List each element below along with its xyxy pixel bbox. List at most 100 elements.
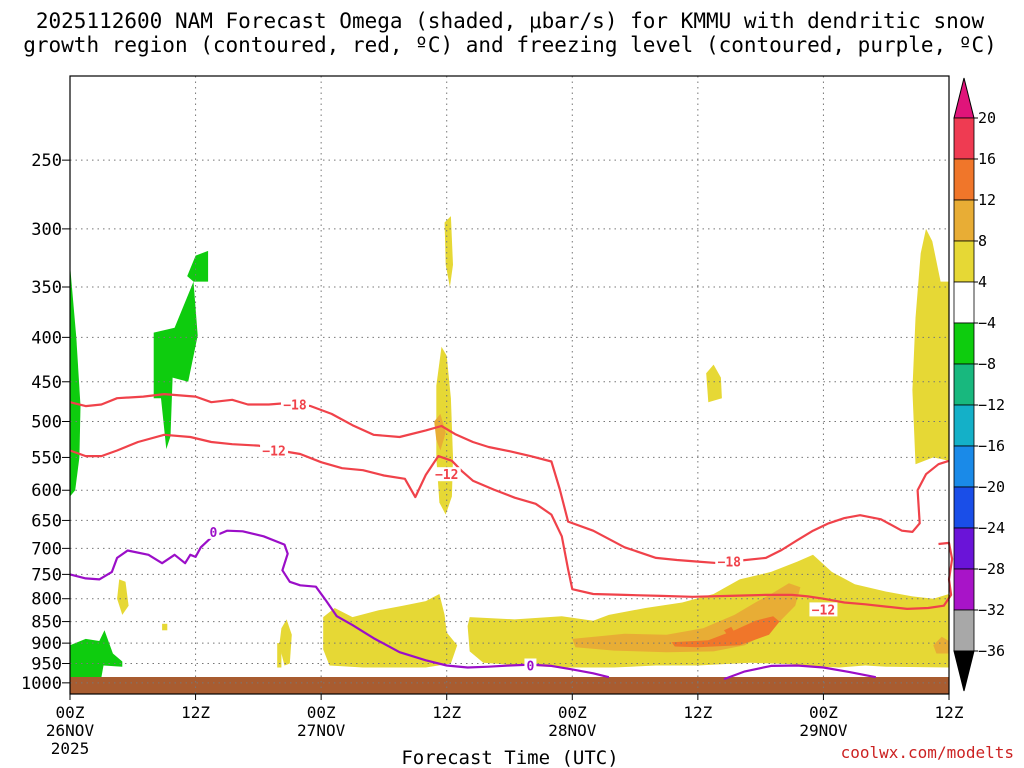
colorbar-bottom-arrow [953,650,975,692]
colorbar-label-12: −32 [978,601,1005,619]
colorbar-swatch-3 [953,240,975,283]
y-tick-label-350: 350 [31,278,62,298]
omega-yellow-top-12z27 [444,216,453,287]
grid-lines [70,76,949,694]
colorbar-swatch-11 [953,568,975,611]
colorbar-swatch-12 [953,609,975,652]
omega-yellow-mid-bubble [706,364,722,403]
y-tick-label-500: 500 [31,412,62,432]
colorbar-label-8: −16 [978,437,1005,455]
terrain-strip [70,677,949,694]
colorbar-label-7: −12 [978,396,1005,414]
x-tick-year-0: 2025 [51,739,90,758]
omega-green-mid-a [153,281,198,450]
contour-label-1: −12 [262,445,285,460]
colorbar-swatch-7 [953,404,975,447]
omega-orange-small [434,413,446,451]
y-tick-label-550: 550 [31,448,62,468]
y-tick-label-900: 900 [31,634,62,654]
y-tick-label-850: 850 [31,613,62,633]
omega-yellow-dot-a [162,623,168,631]
colorbar-swatch-9 [953,486,975,529]
colorbar-swatch-1 [953,158,975,201]
colorbar-swatch-4 [953,281,975,324]
contour-dgz-top [69,393,950,565]
x-tick-date-0: 26NOV [46,721,95,740]
y-tick-label-750: 750 [31,565,62,585]
contour-label-bg-0 [280,397,309,412]
contour-labels: −18 −12 −12 −18 −12 0 0 [207,397,838,674]
contour-label-4: −12 [812,603,835,618]
colorbar-label-9: −20 [978,478,1005,496]
x-tick-label-0: 00Z [56,703,85,722]
x-tick-date-2: 27NOV [297,721,346,740]
x-axis-label: Forecast Time (UTC) [401,747,618,768]
colorbar-label-5: −4 [978,314,996,332]
contour-label-bg-6 [524,658,537,673]
contour-label-6: 0 [527,659,535,674]
y-tick-label-1000: 1000 [21,674,62,694]
x-tick-date-4: 28NOV [548,721,597,740]
colorbar-label-4: 4 [978,273,987,291]
chart-title-line2: growth region (contoured, red, ºC) and f… [23,33,997,57]
y-tick-label-300: 300 [31,220,62,240]
colorbar-label-2: 12 [978,191,996,209]
y-tick-label-950: 950 [31,655,62,675]
contour-label-5: 0 [209,526,217,541]
colorbar: 20 16 12 8 4 −4 −8 −12 −16 −20 −24 −28 −32 −36 [953,77,1005,692]
contour-label-2: −12 [435,468,458,483]
y-tick-label-400: 400 [31,328,62,348]
x-tick-label-4: 00Z [558,703,587,722]
colorbar-label-0: 20 [978,109,996,127]
omega-yellow-right-column [912,228,949,465]
x-tick-label-3: 12Z [432,703,461,722]
omega-orange-dark-core [671,616,780,648]
omega-green-surface [70,630,123,678]
y-tick-label-650: 650 [31,511,62,531]
colorbar-label-10: −24 [978,519,1005,537]
omega-yellow-dot-b [277,643,282,668]
colorbar-label-6: −8 [978,355,996,373]
x-tick-label-1: 12Z [181,703,210,722]
x-tick-label-5: 12Z [683,703,712,722]
contour-label-bg-4 [809,602,838,617]
contour-freezing-level [69,529,610,679]
omega-yellow-main-lower [323,594,458,668]
chart-title-line1: 2025112600 NAM Forecast Omega (shaded, μ… [36,9,985,33]
contour-freezing-level-right [723,664,877,681]
y-tick-label-700: 700 [31,539,62,559]
contour-label-bg-1 [260,443,289,458]
plot-area: −18 −12 −12 −18 −12 0 0 [69,75,954,695]
colorbar-swatch-6 [953,363,975,406]
x-tick-label-2: 00Z [307,703,336,722]
colorbar-swatch-10 [953,527,975,570]
colorbar-label-13: −36 [978,642,1005,660]
omega-orange-right-dot [933,636,949,654]
omega-shading [70,216,949,678]
omega-green-early-low [70,264,81,497]
contour-label-bg-2 [432,467,461,482]
contour-lines [69,393,954,681]
plot-frame [69,75,950,695]
omega-yellow-streak-low [279,619,292,666]
y-tick-label-600: 600 [31,481,62,501]
contour-label-bg-3 [715,554,744,569]
colorbar-label-11: −28 [978,560,1005,578]
x-tick-date-6: 29NOV [799,721,848,740]
colorbar-swatch-5 [953,322,975,365]
omega-green-mid-b [187,250,209,282]
x-tick-label-7: 12Z [935,703,964,722]
colorbar-label-3: 8 [978,232,987,250]
y-axis-ticks: 2503003504004505005506006507007508008509… [21,151,70,694]
y-tick-label-800: 800 [31,590,62,610]
colorbar-swatch-0 [953,117,975,160]
x-tick-label-6: 00Z [809,703,838,722]
colorbar-label-1: 16 [978,150,996,168]
contour-label-0: −18 [283,399,307,414]
y-tick-label-450: 450 [31,373,62,393]
omega-orange-dark-spot [724,626,735,635]
y-tick-label-250: 250 [31,151,62,171]
colorbar-swatch-8 [953,445,975,488]
